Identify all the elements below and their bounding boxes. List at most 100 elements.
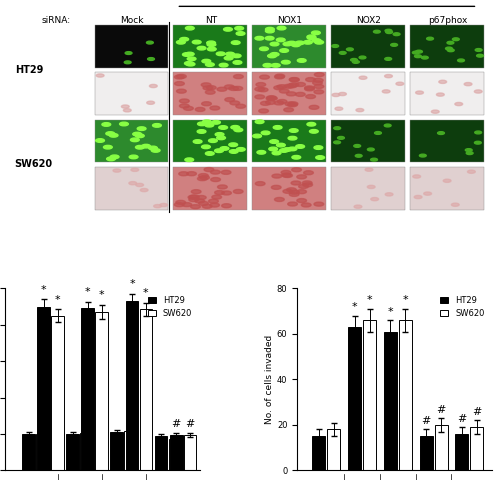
Circle shape bbox=[283, 173, 292, 178]
Bar bbox=[331, 167, 405, 210]
Circle shape bbox=[233, 86, 243, 90]
Circle shape bbox=[224, 27, 232, 31]
Circle shape bbox=[255, 120, 264, 123]
Bar bbox=[67, 434, 79, 470]
Circle shape bbox=[350, 59, 357, 61]
Circle shape bbox=[266, 96, 276, 100]
Circle shape bbox=[307, 36, 316, 40]
Text: *: * bbox=[388, 307, 393, 317]
Circle shape bbox=[113, 169, 121, 172]
Y-axis label: No. of cells invaded: No. of cells invaded bbox=[265, 335, 274, 424]
Circle shape bbox=[288, 102, 298, 106]
Circle shape bbox=[306, 78, 316, 82]
Circle shape bbox=[447, 41, 454, 44]
Circle shape bbox=[188, 195, 198, 199]
Circle shape bbox=[256, 83, 266, 86]
Circle shape bbox=[447, 49, 454, 52]
Bar bbox=[470, 427, 483, 470]
Circle shape bbox=[96, 74, 104, 77]
Text: HT29: HT29 bbox=[15, 65, 43, 75]
Bar bbox=[140, 309, 153, 470]
Bar bbox=[252, 167, 326, 210]
Circle shape bbox=[95, 139, 104, 143]
Circle shape bbox=[234, 128, 243, 132]
Circle shape bbox=[475, 131, 482, 134]
Bar bbox=[94, 72, 168, 115]
Circle shape bbox=[415, 50, 422, 53]
Circle shape bbox=[182, 53, 191, 56]
Circle shape bbox=[316, 156, 325, 159]
Circle shape bbox=[202, 102, 211, 106]
Circle shape bbox=[280, 48, 289, 52]
Circle shape bbox=[279, 89, 289, 93]
Circle shape bbox=[189, 198, 199, 202]
Circle shape bbox=[285, 102, 295, 106]
Circle shape bbox=[414, 55, 421, 58]
Circle shape bbox=[305, 87, 315, 91]
Circle shape bbox=[212, 120, 220, 124]
Circle shape bbox=[276, 38, 285, 42]
Circle shape bbox=[219, 126, 228, 129]
Circle shape bbox=[197, 47, 206, 50]
Circle shape bbox=[193, 140, 202, 144]
Circle shape bbox=[371, 197, 379, 201]
Circle shape bbox=[255, 36, 264, 40]
Bar bbox=[155, 436, 167, 470]
Circle shape bbox=[110, 155, 119, 159]
Circle shape bbox=[332, 93, 340, 96]
Circle shape bbox=[437, 132, 444, 134]
Circle shape bbox=[283, 42, 292, 46]
Bar bbox=[36, 434, 49, 470]
Circle shape bbox=[204, 168, 214, 171]
Text: #: # bbox=[421, 416, 431, 426]
Circle shape bbox=[266, 96, 276, 100]
Circle shape bbox=[269, 147, 278, 151]
Circle shape bbox=[271, 63, 280, 67]
Circle shape bbox=[229, 150, 238, 153]
Circle shape bbox=[295, 41, 304, 45]
Bar bbox=[173, 120, 247, 162]
Circle shape bbox=[202, 120, 211, 123]
Circle shape bbox=[415, 91, 423, 94]
Circle shape bbox=[365, 168, 373, 171]
Circle shape bbox=[197, 177, 207, 180]
Circle shape bbox=[183, 107, 193, 110]
Circle shape bbox=[297, 59, 306, 62]
Circle shape bbox=[185, 26, 194, 30]
Circle shape bbox=[205, 152, 214, 156]
Circle shape bbox=[218, 185, 227, 189]
Circle shape bbox=[120, 122, 128, 126]
Circle shape bbox=[466, 152, 473, 155]
Circle shape bbox=[281, 170, 291, 174]
Circle shape bbox=[136, 134, 144, 138]
Circle shape bbox=[234, 190, 243, 193]
Text: *: * bbox=[129, 279, 135, 289]
Circle shape bbox=[147, 101, 155, 104]
Circle shape bbox=[186, 62, 195, 66]
Circle shape bbox=[302, 181, 312, 185]
Circle shape bbox=[359, 56, 366, 59]
Text: SW620: SW620 bbox=[15, 159, 53, 169]
Bar bbox=[94, 167, 168, 210]
Bar bbox=[331, 120, 405, 162]
Circle shape bbox=[291, 181, 301, 185]
Circle shape bbox=[233, 60, 242, 64]
Circle shape bbox=[207, 43, 216, 47]
Circle shape bbox=[210, 203, 220, 207]
Circle shape bbox=[129, 155, 138, 159]
Circle shape bbox=[137, 127, 146, 131]
Circle shape bbox=[196, 195, 206, 200]
Circle shape bbox=[215, 132, 224, 136]
Circle shape bbox=[236, 32, 245, 36]
Circle shape bbox=[468, 170, 475, 173]
Circle shape bbox=[234, 74, 244, 79]
Circle shape bbox=[307, 35, 316, 38]
Circle shape bbox=[352, 60, 359, 63]
Bar bbox=[81, 433, 93, 470]
Circle shape bbox=[210, 170, 220, 174]
Circle shape bbox=[106, 132, 115, 135]
Circle shape bbox=[271, 185, 281, 190]
Circle shape bbox=[203, 86, 213, 90]
Circle shape bbox=[314, 84, 324, 88]
Circle shape bbox=[315, 40, 324, 44]
